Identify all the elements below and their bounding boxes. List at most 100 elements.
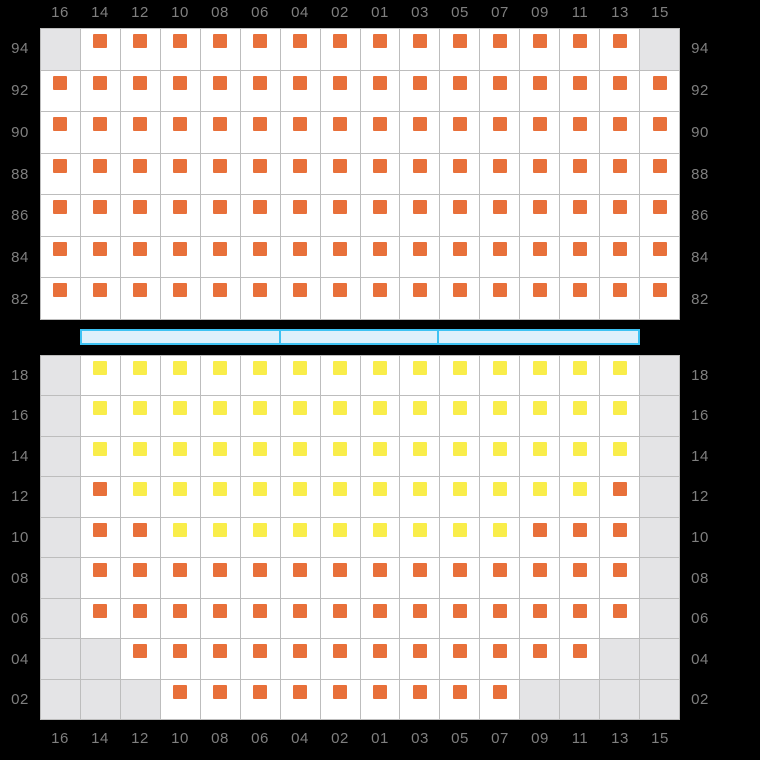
seat-cell-02-03[interactable]	[400, 679, 441, 720]
seat-cell-86-08[interactable]	[200, 195, 241, 237]
seat-cell-88-08[interactable]	[200, 153, 241, 196]
seat-cell-12-14[interactable]	[80, 477, 121, 518]
seat-cell-94-14[interactable]	[80, 29, 121, 71]
seat-cell-94-06[interactable]	[240, 29, 281, 71]
segment-bar-segment-3[interactable]	[439, 331, 638, 343]
seat-cell-04-11[interactable]	[560, 639, 601, 680]
seat-cell-92-05[interactable]	[440, 70, 481, 113]
seat-cell-88-14[interactable]	[80, 153, 121, 196]
seat-cell-86-14[interactable]	[80, 195, 121, 237]
seat-cell-04-12[interactable]	[120, 639, 161, 680]
seat-cell-92-08[interactable]	[200, 70, 241, 113]
seat-cell-06-05[interactable]	[440, 598, 481, 640]
seat-cell-16-11[interactable]	[560, 396, 601, 437]
seat-cell-86-02[interactable]	[320, 195, 361, 237]
seat-cell-10-13[interactable]	[600, 517, 641, 559]
seat-cell-02-06[interactable]	[240, 679, 281, 720]
seat-cell-84-02[interactable]	[320, 236, 361, 279]
seat-cell-02-07[interactable]	[480, 679, 521, 720]
seat-cell-10-01[interactable]	[360, 517, 401, 559]
seat-cell-88-10[interactable]	[160, 153, 201, 196]
seat-cell-84-16[interactable]	[41, 236, 81, 279]
seat-cell-88-03[interactable]	[400, 153, 441, 196]
seat-cell-18-03[interactable]	[400, 356, 441, 397]
seat-cell-84-01[interactable]	[360, 236, 401, 279]
seat-cell-12-13[interactable]	[600, 477, 641, 518]
seat-cell-02-08[interactable]	[200, 679, 241, 720]
seat-cell-88-13[interactable]	[600, 153, 641, 196]
seat-cell-90-09[interactable]	[520, 112, 561, 154]
seat-cell-02-04[interactable]	[280, 679, 321, 720]
seat-cell-16-08[interactable]	[200, 396, 241, 437]
seat-cell-92-07[interactable]	[480, 70, 521, 113]
seat-cell-14-10[interactable]	[160, 436, 201, 478]
segment-bar-segment-1[interactable]	[82, 331, 281, 343]
seat-cell-02-02[interactable]	[320, 679, 361, 720]
seat-cell-88-09[interactable]	[520, 153, 561, 196]
seat-cell-88-04[interactable]	[280, 153, 321, 196]
seat-cell-86-06[interactable]	[240, 195, 281, 237]
seat-cell-18-09[interactable]	[520, 356, 561, 397]
seat-cell-14-09[interactable]	[520, 436, 561, 478]
seat-cell-90-01[interactable]	[360, 112, 401, 154]
seat-cell-92-04[interactable]	[280, 70, 321, 113]
seat-cell-16-13[interactable]	[600, 396, 641, 437]
seat-cell-84-10[interactable]	[160, 236, 201, 279]
seat-cell-10-04[interactable]	[280, 517, 321, 559]
segment-bar-segment-2[interactable]	[281, 331, 440, 343]
seat-cell-82-15[interactable]	[640, 278, 680, 320]
seat-cell-18-04[interactable]	[280, 356, 321, 397]
seat-cell-84-08[interactable]	[200, 236, 241, 279]
seat-cell-90-13[interactable]	[600, 112, 641, 154]
seat-cell-04-02[interactable]	[320, 639, 361, 680]
seat-cell-18-07[interactable]	[480, 356, 521, 397]
seat-cell-82-13[interactable]	[600, 278, 641, 320]
seat-cell-18-05[interactable]	[440, 356, 481, 397]
seat-cell-06-12[interactable]	[120, 598, 161, 640]
seat-cell-86-03[interactable]	[400, 195, 441, 237]
seat-cell-16-02[interactable]	[320, 396, 361, 437]
seat-cell-16-01[interactable]	[360, 396, 401, 437]
seat-cell-92-16[interactable]	[41, 70, 81, 113]
seat-cell-06-02[interactable]	[320, 598, 361, 640]
seat-cell-16-03[interactable]	[400, 396, 441, 437]
seat-cell-82-06[interactable]	[240, 278, 281, 320]
seat-cell-90-10[interactable]	[160, 112, 201, 154]
seat-cell-82-14[interactable]	[80, 278, 121, 320]
seat-cell-08-02[interactable]	[320, 558, 361, 599]
seat-cell-04-10[interactable]	[160, 639, 201, 680]
seat-cell-86-13[interactable]	[600, 195, 641, 237]
seat-cell-14-08[interactable]	[200, 436, 241, 478]
seat-cell-84-09[interactable]	[520, 236, 561, 279]
seat-cell-16-14[interactable]	[80, 396, 121, 437]
seat-cell-10-08[interactable]	[200, 517, 241, 559]
seat-cell-82-10[interactable]	[160, 278, 201, 320]
seat-cell-06-07[interactable]	[480, 598, 521, 640]
seat-cell-14-11[interactable]	[560, 436, 601, 478]
seat-cell-86-07[interactable]	[480, 195, 521, 237]
seat-cell-82-03[interactable]	[400, 278, 441, 320]
seat-cell-86-12[interactable]	[120, 195, 161, 237]
seat-cell-08-03[interactable]	[400, 558, 441, 599]
seat-cell-88-02[interactable]	[320, 153, 361, 196]
seat-cell-06-08[interactable]	[200, 598, 241, 640]
seat-cell-06-14[interactable]	[80, 598, 121, 640]
seat-cell-18-11[interactable]	[560, 356, 601, 397]
seat-cell-84-12[interactable]	[120, 236, 161, 279]
seat-cell-90-03[interactable]	[400, 112, 441, 154]
seat-cell-94-10[interactable]	[160, 29, 201, 71]
seat-cell-86-16[interactable]	[41, 195, 81, 237]
seat-cell-08-11[interactable]	[560, 558, 601, 599]
seat-cell-88-16[interactable]	[41, 153, 81, 196]
top-seat-grid[interactable]	[40, 28, 680, 320]
seat-cell-12-06[interactable]	[240, 477, 281, 518]
seat-cell-12-07[interactable]	[480, 477, 521, 518]
seat-cell-94-08[interactable]	[200, 29, 241, 71]
seat-cell-02-05[interactable]	[440, 679, 481, 720]
seat-cell-84-07[interactable]	[480, 236, 521, 279]
seat-cell-04-08[interactable]	[200, 639, 241, 680]
seat-cell-94-13[interactable]	[600, 29, 641, 71]
seat-cell-12-02[interactable]	[320, 477, 361, 518]
seat-cell-10-06[interactable]	[240, 517, 281, 559]
seat-cell-90-11[interactable]	[560, 112, 601, 154]
